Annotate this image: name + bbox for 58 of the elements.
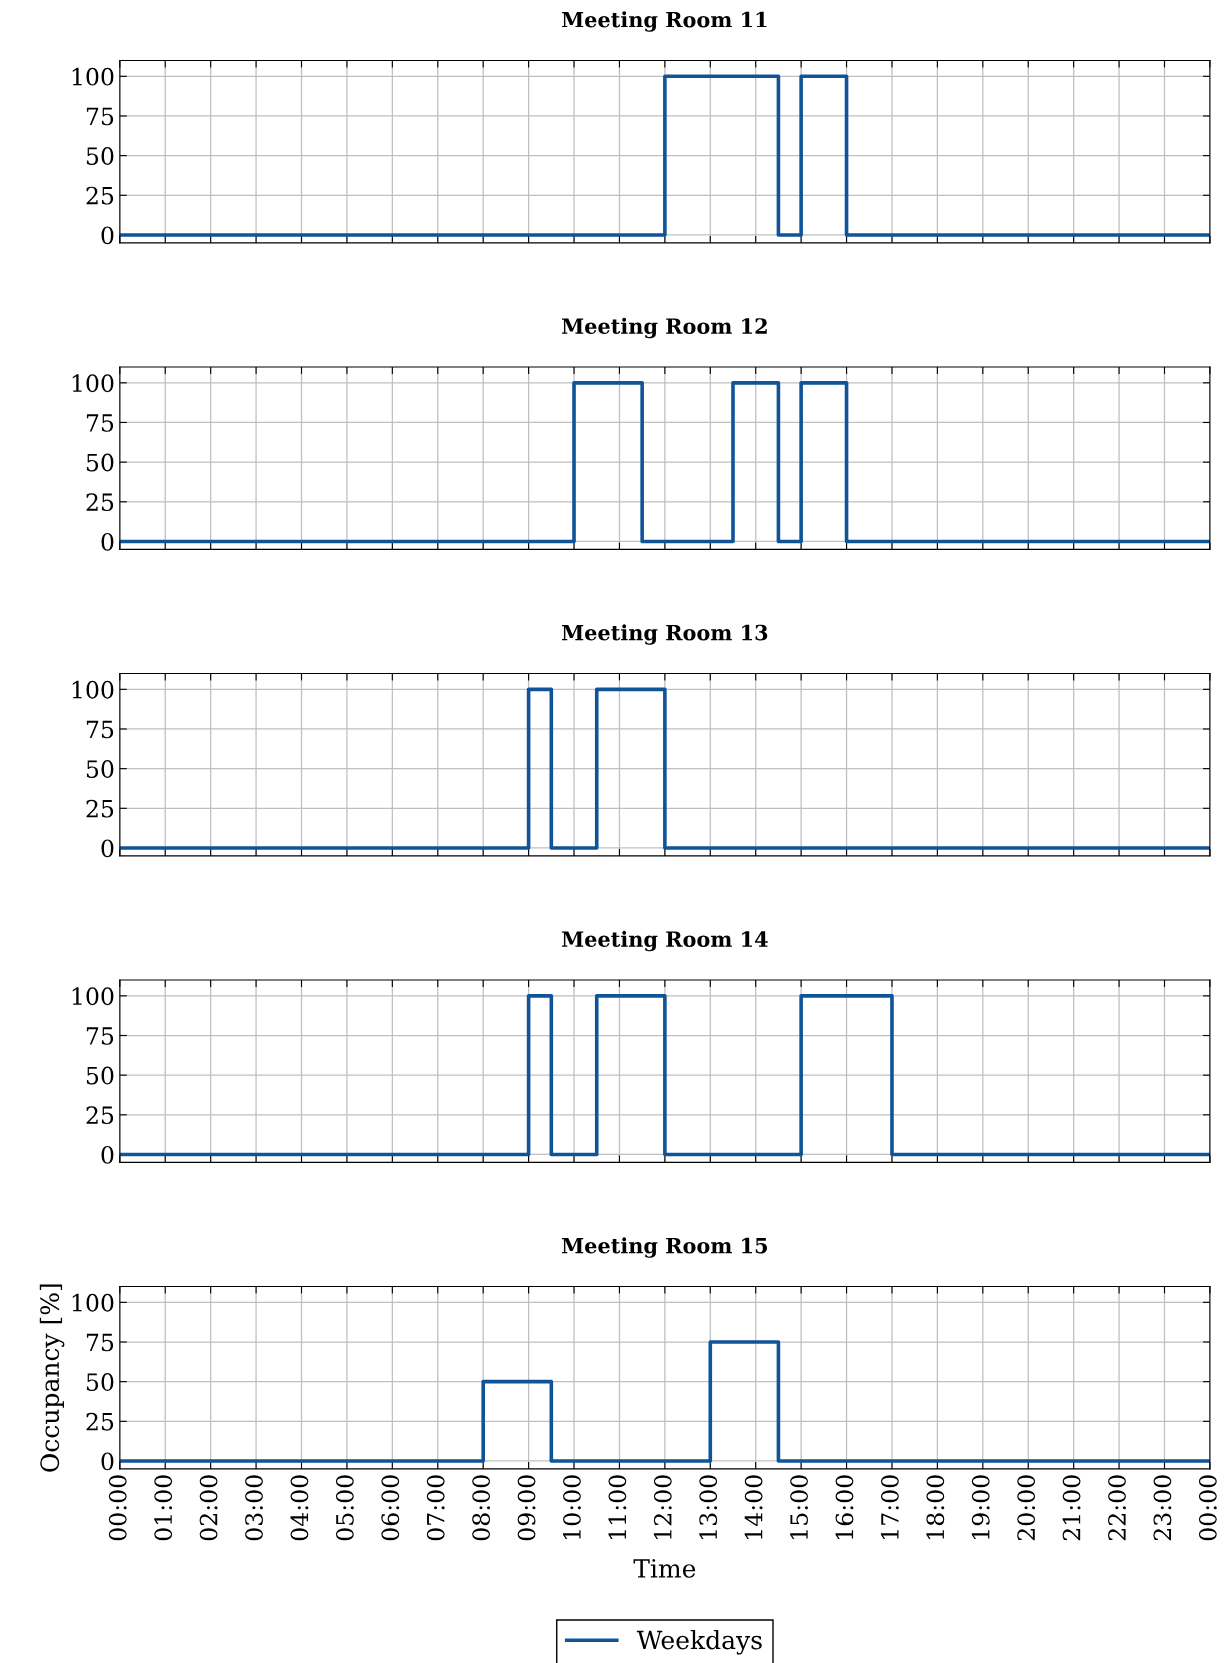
y-tick-label: 25	[86, 1412, 114, 1431]
x-tick-label: 06:00	[381, 1475, 400, 1541]
x-tick-label: 09:00	[517, 1475, 536, 1541]
x-tick-label: 18:00	[926, 1475, 945, 1539]
y-tick-label: 100	[72, 680, 114, 699]
y-tick-label: 0	[101, 839, 114, 858]
x-axis-title: Time	[633, 1559, 696, 1578]
x-tick-label: 00:00	[108, 1475, 127, 1541]
x-tick-label: 14:00	[744, 1475, 763, 1539]
x-tick-label: 01:00	[154, 1475, 173, 1541]
chart-title: Meeting Room 13	[562, 624, 768, 645]
y-tick-label: 0	[101, 1452, 114, 1471]
y-tick-label: 50	[86, 1066, 114, 1085]
x-tick-label: 08:00	[472, 1475, 491, 1541]
x-tick-label: 07:00	[426, 1475, 445, 1541]
x-tick-label: 12:00	[653, 1475, 672, 1539]
x-tick-label: 22:00	[1108, 1475, 1126, 1541]
x-tick-label: 05:00	[335, 1475, 354, 1541]
y-tick-label: 50	[86, 1373, 114, 1391]
y-tick-label: 0	[101, 1145, 114, 1164]
x-tick-label: 21:00	[1062, 1475, 1081, 1541]
chart-title: Meeting Room 14	[562, 930, 768, 952]
x-tick-label: 17:00	[880, 1475, 899, 1539]
y-tick-label: 25	[86, 1106, 114, 1125]
chart-title: Meeting Room 11	[562, 11, 767, 32]
legend-label: Weekdays	[636, 1630, 762, 1655]
y-tick-label: 0	[101, 532, 114, 551]
x-tick-label: 23:00	[1153, 1475, 1172, 1541]
chart-title: Meeting Room 12	[562, 317, 767, 339]
x-tick-label: 15:00	[790, 1475, 808, 1539]
y-tick-label: 100	[72, 987, 114, 1006]
x-tick-label: 02:00	[199, 1475, 218, 1541]
y-tick-label: 100	[72, 67, 114, 86]
y-tick-label: 100	[72, 1293, 114, 1312]
x-tick-label: 11:00	[608, 1475, 627, 1539]
x-tick-label: 13:00	[699, 1475, 718, 1539]
x-tick-label: 00:00	[1198, 1475, 1217, 1541]
y-tick-label: 75	[86, 107, 114, 126]
y-tick-label: 50	[86, 147, 114, 165]
y-tick-label: 75	[86, 720, 114, 739]
y-tick-label: 75	[86, 1027, 114, 1045]
y-tick-label: 100	[72, 374, 114, 393]
y-tick-label: 25	[86, 799, 114, 818]
y-tick-label: 50	[86, 760, 114, 778]
x-tick-label: 04:00	[290, 1475, 309, 1541]
x-tick-label: 19:00	[971, 1475, 990, 1539]
x-tick-label: 10:00	[563, 1475, 581, 1539]
chart-title: Meeting Room 15	[562, 1237, 768, 1258]
y-tick-label: 50	[86, 453, 114, 472]
y-axis-title: Occupancy [%]	[39, 1284, 65, 1472]
y-tick-label: 0	[101, 226, 114, 245]
y-tick-label: 25	[86, 186, 114, 205]
x-tick-label: 16:00	[835, 1475, 854, 1539]
x-tick-label: 20:00	[1017, 1475, 1036, 1541]
y-tick-label: 75	[86, 414, 114, 432]
y-tick-label: 75	[86, 1333, 114, 1352]
x-tick-label: 03:00	[245, 1475, 263, 1541]
y-tick-label: 25	[86, 493, 114, 512]
